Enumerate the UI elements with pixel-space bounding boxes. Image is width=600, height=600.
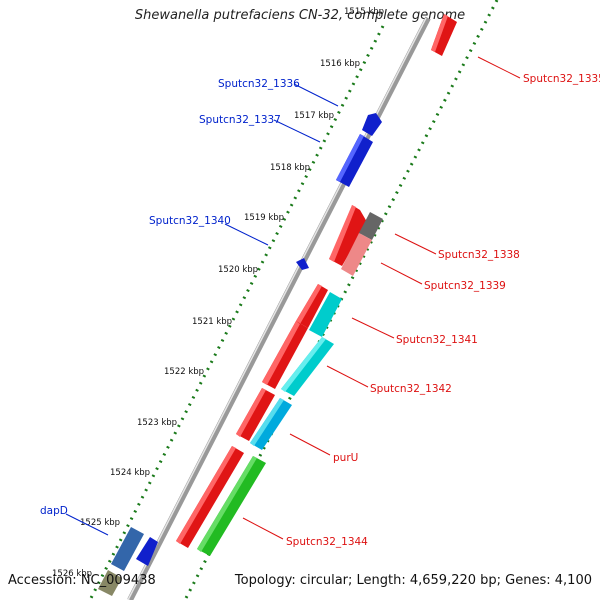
tick-label: 1515 kbp	[344, 7, 384, 17]
topology-text: Topology: circular; Length: 4,659,220 bp…	[234, 573, 592, 588]
gene-label-sputcn32-1342[interactable]: Sputcn32_1342	[370, 383, 452, 395]
gene-label-sputcn32-1337[interactable]: Sputcn32_1337	[199, 114, 281, 126]
tick-track	[88, 25, 385, 600]
gene-label-puru[interactable]: purU	[333, 452, 358, 464]
tick-label: 1518 kbp	[270, 163, 310, 173]
tick-label: 1524 kbp	[110, 468, 150, 478]
gene-label-sputcn32-1338[interactable]: Sputcn32_1338	[438, 249, 520, 261]
gene-label-sputcn32-1341[interactable]: Sputcn32_1341	[396, 334, 478, 346]
gene-sputcn32-1336[interactable]	[362, 113, 382, 136]
tick-label: 1525 kbp	[80, 518, 120, 528]
gene-dapd[interactable]	[98, 527, 158, 596]
genome-backbone	[127, 16, 431, 600]
gene-sputcn32-1339[interactable]	[341, 212, 383, 276]
gene-label-sputcn32-1344[interactable]: Sputcn32_1344	[286, 536, 368, 548]
gene-puru[interactable]	[236, 388, 292, 450]
tick-label: 1517 kbp	[294, 111, 334, 121]
outer-track	[183, 0, 499, 600]
gene-sputcn32-1337[interactable]	[336, 134, 373, 187]
genome-backbone-highlight	[127, 17, 427, 600]
gene-label-sputcn32-1336[interactable]: Sputcn32_1336	[218, 78, 300, 90]
gene-label-sputcn32-1340[interactable]: Sputcn32_1340	[149, 215, 231, 227]
gene-label-sputcn32-1339[interactable]: Sputcn32_1339	[424, 280, 506, 292]
gene-sputcn32-1340[interactable]	[296, 258, 309, 270]
tick-label: 1523 kbp	[137, 418, 177, 428]
tick-label: 1521 kbp	[192, 317, 232, 327]
gene-sputcn32-1342[interactable]	[262, 321, 334, 396]
tick-label: 1520 kbp	[218, 265, 258, 275]
accession-text: Accession: NC_009438	[8, 573, 156, 588]
tick-label: 1522 kbp	[164, 367, 204, 377]
gene-label-sputcn32-1335[interactable]: Sputcn32_1335	[523, 73, 600, 85]
gene-sputcn32-1341[interactable]	[296, 284, 342, 337]
gene-label-dapd[interactable]: dapD	[40, 505, 68, 517]
gene-sputcn32-1344[interactable]	[176, 446, 266, 556]
map-title: Shewanella putrefaciens CN-32, complete …	[134, 8, 466, 23]
gene-sputcn32-1338[interactable]	[329, 205, 367, 266]
tick-label: 1519 kbp	[244, 213, 284, 223]
gene-sputcn32-1335[interactable]	[431, 14, 457, 56]
tick-label: 1526 kbp	[52, 569, 92, 579]
tick-label: 1516 kbp	[320, 59, 360, 69]
